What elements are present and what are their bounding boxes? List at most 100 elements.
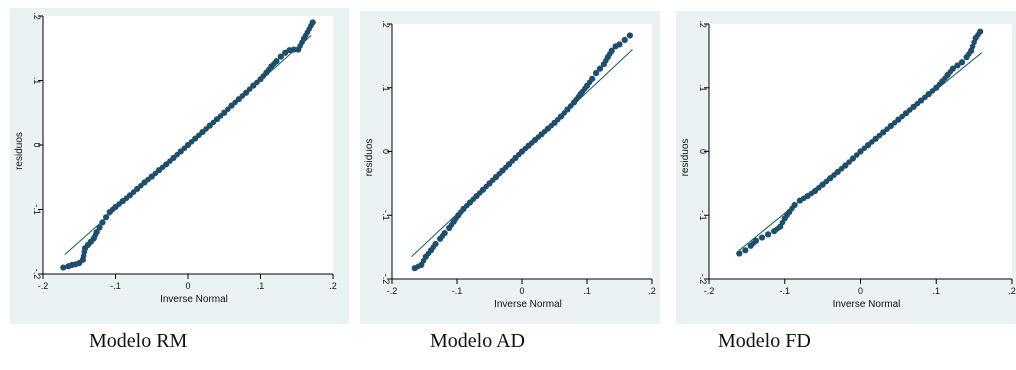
x-tick-label: .2 (648, 286, 656, 296)
x-tick-label: -.1 (779, 286, 790, 296)
residual-point (910, 103, 917, 110)
residual-point (626, 32, 633, 39)
residual-point (60, 264, 67, 271)
residual-point (589, 75, 596, 82)
y-tick-label: -.1 (698, 210, 708, 221)
residual-point (112, 203, 119, 211)
residual-point (250, 82, 257, 89)
residual-point (764, 231, 772, 238)
residual-point (268, 63, 275, 70)
residual-point (771, 228, 778, 235)
x-tick-label: .1 (257, 281, 265, 291)
residual-point (583, 82, 591, 89)
residual-point (777, 223, 784, 230)
residual-point (564, 106, 571, 113)
x-tick-label: -.2 (38, 281, 49, 291)
residual-point (213, 116, 221, 123)
residual-point (925, 91, 932, 98)
residual-point (411, 265, 418, 272)
y-tick-label: .2 (32, 12, 42, 20)
residual-point (842, 162, 849, 169)
y-tick-label: -.2 (381, 274, 391, 285)
residual-point (466, 199, 474, 206)
qq-plot-ad: -.2 -.1 0 .1 .2 -.2 -.1 0 .1 .2 Inverse Normal resi… (364, 20, 656, 310)
residual-point (273, 58, 280, 65)
residual-point (134, 185, 141, 192)
residual-point (141, 179, 148, 186)
residual-point (90, 235, 97, 242)
residual-point (309, 19, 316, 26)
x-axis-title: Inverse Normal (160, 294, 228, 305)
residual-point (811, 187, 819, 195)
residual-point (804, 193, 811, 200)
x-tick-label: -.1 (110, 281, 121, 291)
residual-point (604, 54, 611, 61)
residual-point (752, 237, 760, 244)
residual-point (155, 167, 163, 174)
residual-point (437, 235, 444, 242)
x-tick-label: -.1 (452, 286, 463, 296)
x-tick-label: .2 (1008, 286, 1016, 296)
residual-point (944, 71, 951, 79)
residual-point (880, 129, 887, 136)
residual-point (949, 65, 957, 72)
chart-panel-fd: -.2 -.1 0 .1 .2 -.2 -.1 0 .1 .2 Inverse Normal resi… (676, 11, 1016, 324)
residual-point (972, 34, 979, 42)
residual-point (228, 102, 235, 109)
residual-point (257, 76, 264, 83)
chart-panel-ad: -.2 -.1 0 .1 .2 -.2 -.1 0 .1 .2 Inverse Normal resi… (360, 11, 660, 324)
y-tick-label: -.2 (32, 269, 42, 280)
residual-point (119, 198, 126, 205)
residual-point (295, 46, 302, 53)
residual-point (781, 215, 788, 222)
y-axis-title: residuos (364, 139, 375, 177)
residual-point (600, 61, 607, 68)
residual-point (786, 208, 793, 216)
x-axis-title: Inverse Normal (833, 299, 901, 310)
residual-point (819, 181, 826, 188)
residual-point (958, 59, 966, 66)
caption-modelo-ad: Modelo AD (430, 330, 525, 352)
residual-point (199, 129, 206, 136)
residual-point (455, 212, 462, 219)
residual-point (747, 242, 754, 249)
residual-point (538, 131, 545, 138)
y-tick-label: 0 (698, 149, 708, 154)
residual-point (939, 78, 946, 85)
y-axis-title: residuos (14, 132, 25, 170)
residual-point (557, 113, 565, 120)
y-tick-label: .1 (381, 84, 391, 92)
residual-point (427, 247, 435, 254)
residual-point-fill (846, 159, 852, 165)
residual-point (857, 148, 864, 155)
residual-point (849, 155, 857, 162)
residual-point (518, 148, 526, 155)
residual-point (492, 173, 500, 181)
residual-point (742, 247, 749, 254)
residual-point (242, 89, 250, 96)
residual-point (184, 141, 192, 149)
residual-point (963, 54, 970, 61)
residual-point (551, 119, 558, 126)
residual-point (79, 256, 86, 263)
residual-point (887, 122, 894, 130)
residual-point (290, 46, 297, 53)
qq-plot-rm: -.2 -.1 0 .1 .2 -.2 -.1 0 .1 .2 Inverse Normal resi… (14, 12, 337, 305)
residual-point (967, 47, 975, 54)
x-axis-title: Inverse Normal (494, 299, 562, 310)
residual-point (872, 135, 879, 142)
residual-point (791, 201, 798, 209)
qq-plot-fd: -.2 -.1 0 .1 .2 -.2 -.1 0 .1 .2 Inverse Normal resi… (680, 20, 1016, 310)
x-tick-label: 0 (519, 286, 524, 296)
x-tick-label: -.2 (387, 286, 398, 296)
residual-point (593, 69, 600, 77)
residual-point (277, 53, 284, 60)
residual-point (418, 261, 425, 269)
y-tick-label: .1 (32, 77, 42, 85)
residual-point (102, 214, 110, 221)
residual-point (192, 135, 199, 142)
residual-point (163, 161, 170, 168)
residual-point (796, 197, 803, 204)
chart-panel-rm: -.2 -.1 0 .1 .2 -.2 -.1 0 .1 .2 Inverse Normal resi… (10, 8, 349, 324)
residual-point (621, 36, 628, 44)
